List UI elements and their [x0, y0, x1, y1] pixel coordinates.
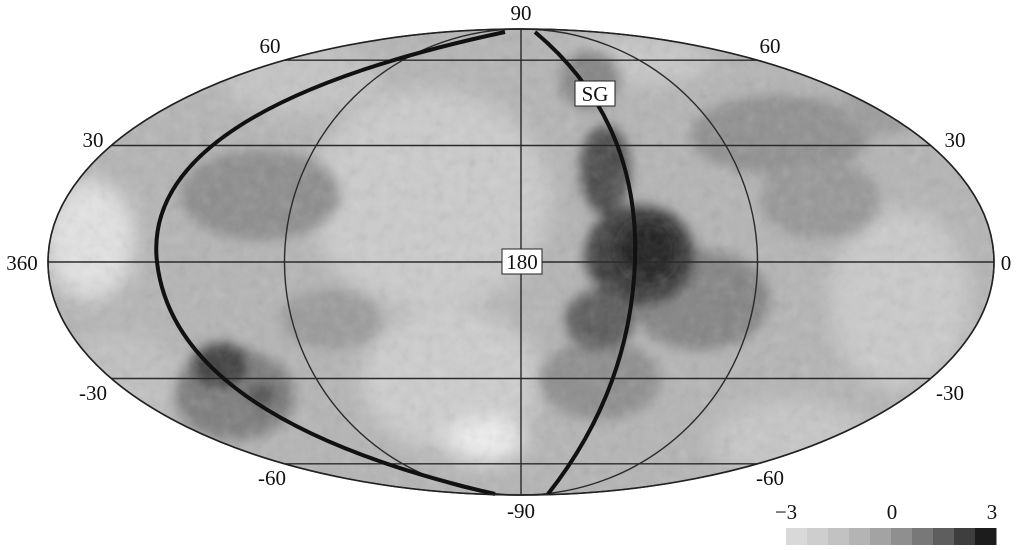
- colorbar-swatch: [849, 528, 871, 545]
- lat-label-mid-left: 30: [83, 128, 104, 152]
- colorbar-swatch: [954, 528, 976, 545]
- lon-label-left: 360: [6, 251, 38, 275]
- lat-label-bottom: -90: [507, 499, 535, 523]
- lon-label-center-box: [501, 248, 543, 275]
- sg-curve-left: [154, 30, 506, 496]
- sg-marker-box: [574, 80, 616, 107]
- map-outline: [47, 28, 995, 496]
- colorbar-swatches: [786, 528, 997, 545]
- colorbar-min-label: −3: [775, 500, 797, 524]
- colorbar-swatch: [807, 528, 829, 545]
- lat-label-upper-left: 60: [260, 34, 281, 58]
- lon-label-right: 0: [1001, 251, 1012, 275]
- lat-label-upper-right: 60: [760, 34, 781, 58]
- colorbar-swatch: [891, 528, 913, 545]
- lat-label-mid-right: 30: [945, 128, 966, 152]
- sg-marker-label: SG: [582, 82, 609, 106]
- colorbar-swatch: [912, 528, 934, 545]
- lat-label-bottom-right: -60: [756, 466, 784, 490]
- lat-label-top: 90: [511, 1, 532, 25]
- colorbar-swatch: [828, 528, 850, 545]
- colorbar-max-label: 3: [987, 500, 998, 524]
- colorbar-swatch: [786, 528, 808, 545]
- colorbar-swatch: [975, 528, 997, 545]
- colorbar-swatch: [870, 528, 892, 545]
- meridian-90: [520, 28, 759, 496]
- lat-label-lower-right: -30: [936, 381, 964, 405]
- lat-label-lower-left: -30: [79, 381, 107, 405]
- lon-label-center: 180: [506, 250, 538, 274]
- lat-label-bottom-left: -60: [258, 466, 286, 490]
- colorbar-swatch: [933, 528, 955, 545]
- colorbar-mid-label: 0: [887, 500, 898, 524]
- colorbar: −3 0 3: [775, 500, 997, 545]
